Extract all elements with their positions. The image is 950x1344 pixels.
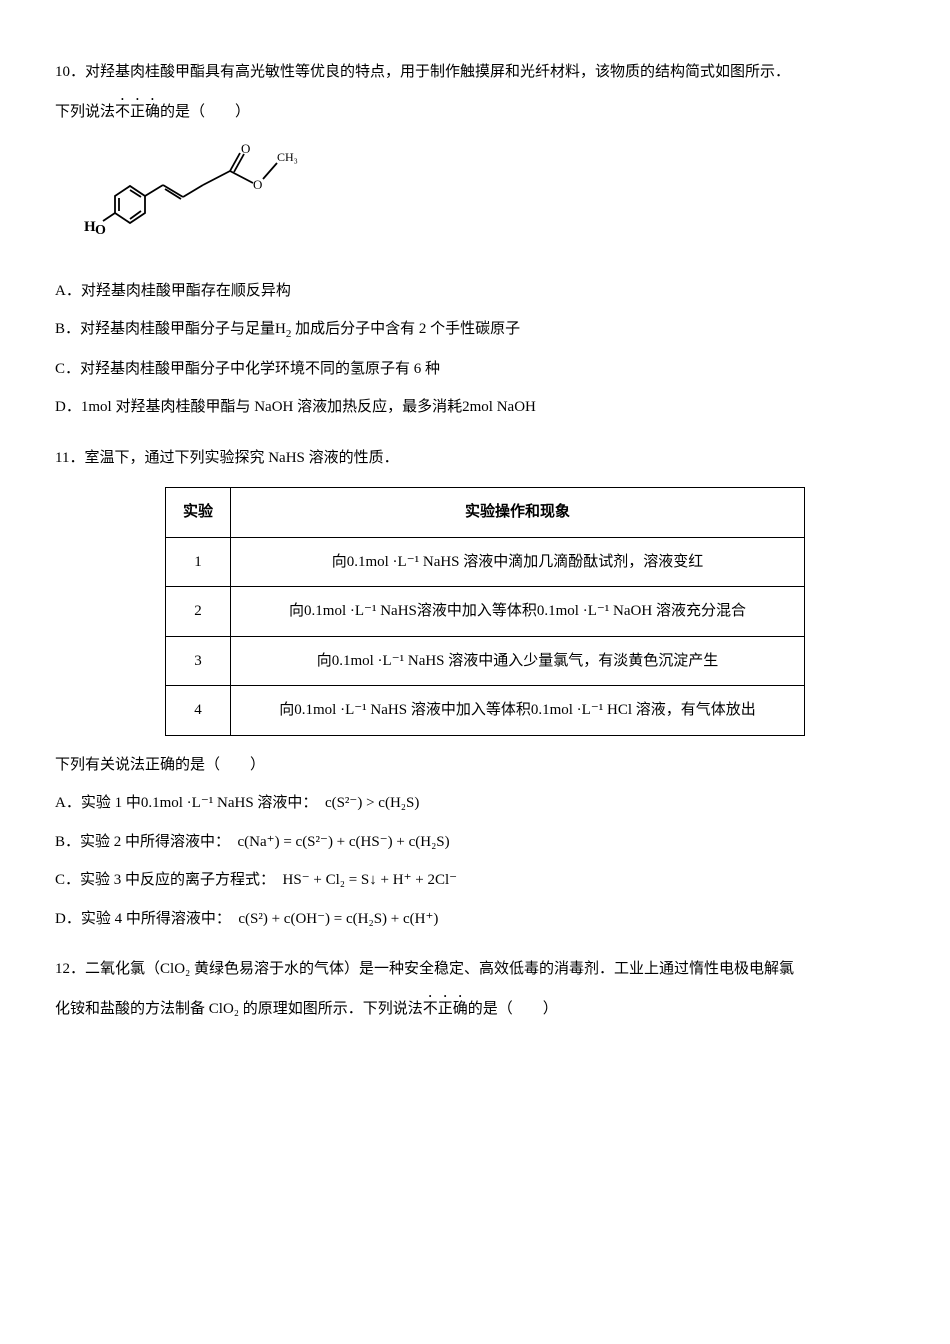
q11-optA-eq: c(S²⁻) > c(H₂S) [325, 795, 419, 811]
q10-stem-line2: 下列说法不正确的是（ ） [55, 95, 895, 127]
q12-clo2-2: ClO₂ [209, 1001, 239, 1017]
q10-optD-2mol: 2mol NaOH [462, 399, 536, 415]
table-header-row: 实验 实验操作和现象 [166, 488, 805, 538]
q11-optC-pre: C．实验 3 中反应的离子方程式： [55, 872, 275, 888]
q10-optD: D．1mol 对羟基肉桂酸甲酯与 NaOH 溶液加热反应，最多消耗2mol Na… [55, 393, 895, 422]
q10-optC: C．对羟基肉桂酸甲酯分子中化学环境不同的氢原子有 6 种 [55, 355, 895, 384]
row-desc: 向0.1mol ·L⁻¹ NaHS溶液中加入等体积0.1mol ·L⁻¹ NaO… [231, 587, 805, 637]
th-desc: 实验操作和现象 [231, 488, 805, 538]
row-num: 4 [166, 686, 231, 736]
q10-optA: A．对羟基肉桂酸甲酯存在顺反异构 [55, 277, 895, 306]
row-num: 3 [166, 636, 231, 686]
q10-optB-h2: H2 [275, 321, 291, 337]
experiment-table: 实验 实验操作和现象 1 向0.1mol ·L⁻¹ NaHS 溶液中滴加几滴酚酞… [165, 487, 805, 736]
q11-stem-post: 溶液的性质． [305, 450, 399, 466]
svg-text:O: O [95, 223, 106, 238]
q11-optA: A．实验 1 中0.1mol ·L⁻¹ NaHS 溶液中： c(S²⁻) > c… [55, 789, 895, 818]
q11-below: 下列有关说法正确的是（ ） [55, 751, 895, 780]
q10-optD-pre: D． [55, 399, 81, 415]
svg-text:O: O [253, 177, 262, 192]
q11-optA-pre: A．实验 1 中 [55, 795, 141, 811]
q12-mid1: 黄绿色易溶于水的气体）是一种安全稳定、高效低毒的消毒剂．工业上通过惰性电极电解氯 [190, 961, 794, 977]
q10-stem-line1: 10．对羟基肉桂酸甲酯具有高光敏性等优良的特点，用于制作触摸屏和光纤材料，该物质… [55, 58, 895, 87]
table-row: 4 向0.1mol ·L⁻¹ NaHS 溶液中加入等体积0.1mol ·L⁻¹ … [166, 686, 805, 736]
q12-line1: 12．二氧化氯（ClO₂ 黄绿色易溶于水的气体）是一种安全稳定、高效低毒的消毒剂… [55, 955, 895, 984]
q12-line2-post: 的是（ ） [468, 1001, 558, 1017]
row-desc: 向0.1mol ·L⁻¹ NaHS 溶液中加入等体积0.1mol ·L⁻¹ HC… [231, 686, 805, 736]
q11-optB-pre: B．实验 2 中所得溶液中： [55, 834, 230, 850]
q10-optD-mid1: 对羟基肉桂酸甲酯与 [112, 399, 255, 415]
q12-pre: 12．二氧化氯（ [55, 961, 160, 977]
q12-line2: 化铵和盐酸的方法制备 ClO₂ 的原理如图所示．下列说法不正确的是（ ） [55, 992, 895, 1024]
q11-optD: D．实验 4 中所得溶液中： c(S²) + c(OH⁻) = c(H₂S) +… [55, 905, 895, 934]
q10-optD-1mol: 1mol [81, 399, 112, 415]
q10-stem-post: 的是（ ） [160, 104, 250, 120]
q12-line2-mid: 的原理如图所示．下列说法 [239, 1001, 423, 1017]
q11-optC-eq: HS⁻ + Cl₂ = S↓ + H⁺ + 2Cl⁻ [283, 872, 458, 888]
q11-optB: B．实验 2 中所得溶液中： c(Na⁺) = c(S²⁻) + c(HS⁻) … [55, 828, 895, 857]
q12-line2-pre: 化铵和盐酸的方法制备 [55, 1001, 209, 1017]
q10-stem-pre: 下列说法 [55, 104, 115, 120]
q10-optD-naoh1: NaOH [254, 399, 293, 415]
q11-stem: 11．室温下，通过下列实验探究 NaHS 溶液的性质． [55, 444, 895, 473]
th-exp: 实验 [166, 488, 231, 538]
q10-optB-pre: B．对羟基肉桂酸甲酯分子与足量 [55, 321, 275, 337]
q10-optB-post: 加成后分子中含有 2 个手性碳原子 [291, 321, 520, 337]
table-row: 2 向0.1mol ·L⁻¹ NaHS溶液中加入等体积0.1mol ·L⁻¹ N… [166, 587, 805, 637]
q11-optA-conc: 0.1mol ·L⁻¹ NaHS [141, 795, 254, 811]
q11-stem-nahs: NaHS [268, 450, 305, 466]
q12-clo2-1: ClO₂ [160, 961, 190, 977]
molecule-structure: H O O O CH₃ [55, 141, 895, 252]
row-desc: 向0.1mol ·L⁻¹ NaHS 溶液中通入少量氯气，有淡黄色沉淀产生 [231, 636, 805, 686]
q10-stem-dotted: 不正确 [115, 104, 160, 120]
q10-optB: B．对羟基肉桂酸甲酯分子与足量H2 加成后分子中含有 2 个手性碳原子 [55, 315, 895, 345]
row-desc: 向0.1mol ·L⁻¹ NaHS 溶液中滴加几滴酚酞试剂，溶液变红 [231, 537, 805, 587]
row-num: 2 [166, 587, 231, 637]
q11-optD-eq: c(S²) + c(OH⁻) = c(H₂S) + c(H⁺) [238, 911, 438, 927]
table-row: 1 向0.1mol ·L⁻¹ NaHS 溶液中滴加几滴酚酞试剂，溶液变红 [166, 537, 805, 587]
row-num: 1 [166, 537, 231, 587]
q12-dotted: 不正确 [423, 1001, 468, 1017]
q11-stem-pre: 11．室温下，通过下列实验探究 [55, 450, 268, 466]
q11-optA-mid: 溶液中： [254, 795, 318, 811]
svg-text:O: O [241, 141, 250, 156]
q11-optC: C．实验 3 中反应的离子方程式： HS⁻ + Cl₂ = S↓ + H⁺ + … [55, 866, 895, 895]
q11-optB-eq: c(Na⁺) = c(S²⁻) + c(HS⁻) + c(H₂S) [238, 834, 450, 850]
svg-text:CH₃: CH₃ [277, 150, 298, 164]
q11-optD-pre: D．实验 4 中所得溶液中： [55, 911, 231, 927]
q10-optD-mid2: 溶液加热反应，最多消耗 [293, 399, 462, 415]
table-row: 3 向0.1mol ·L⁻¹ NaHS 溶液中通入少量氯气，有淡黄色沉淀产生 [166, 636, 805, 686]
